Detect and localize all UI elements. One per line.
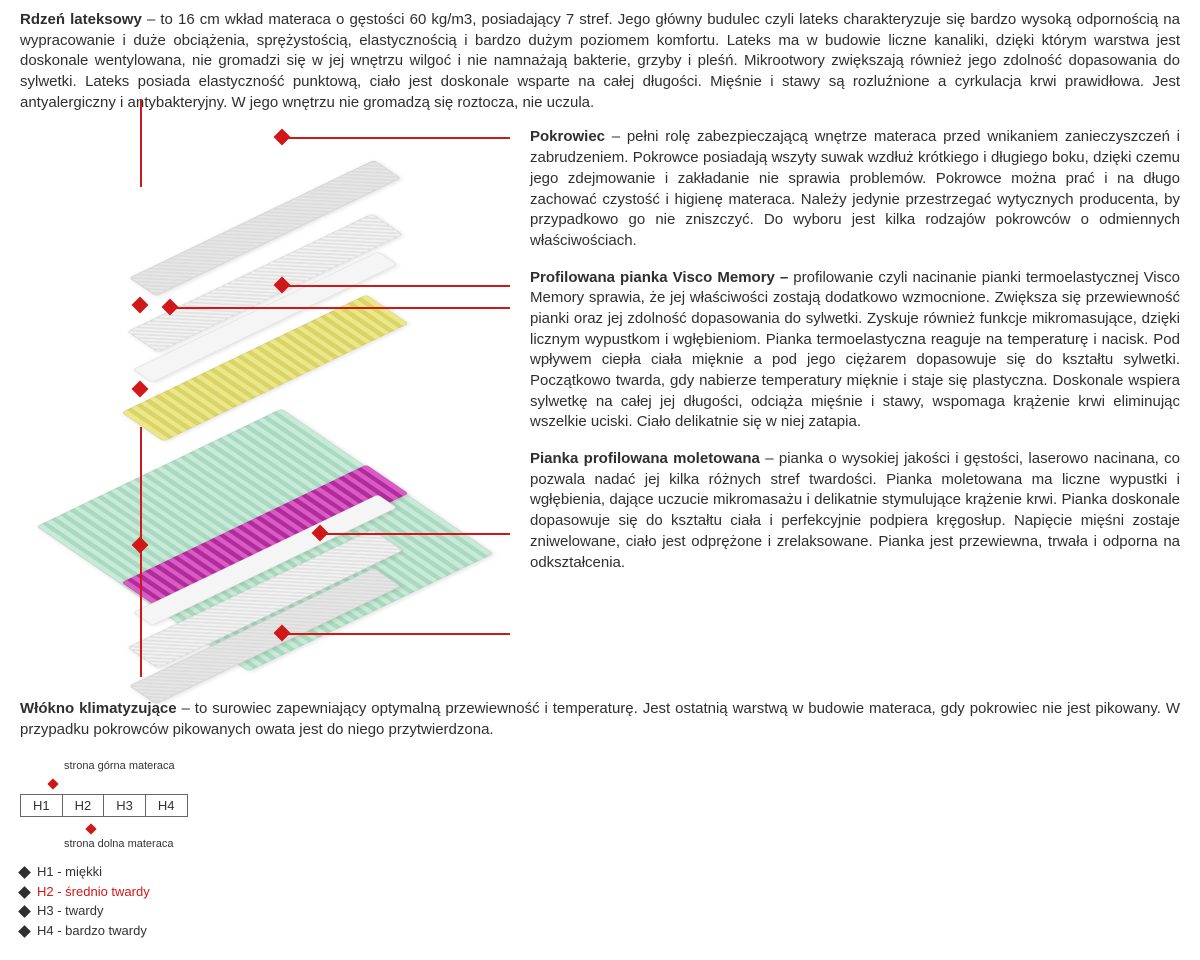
section-title: Pokrowiec [530,128,605,145]
legend-bottom-label: strona dolna materaca [64,837,1180,852]
callout-line [282,137,510,139]
callout-line [320,533,510,535]
section-visco-memory: Profilowana pianka Visco Memory – profil… [530,268,1180,434]
firmness-table: H1H2H3H4 [20,794,188,818]
sections-column: Pokrowiec – pełni rolę zabezpieczającą w… [530,127,1180,687]
middle-row: Pokrowiec – pełni rolę zabezpieczającą w… [20,127,1180,687]
section-pianka-moletowana: Pianka profilowana moletowana – pianka o… [530,449,1180,573]
callout-line [282,633,510,635]
firmness-cell: H4 [146,795,187,817]
diamond-bullet-icon [18,886,31,899]
diagram-column [20,127,510,687]
section-body: – pianka o wysokiej jakości i gęstości, … [530,450,1180,570]
diamond-bullet-icon [18,925,31,938]
legend-item-label: H4 - bardzo twardy [37,923,147,938]
section-body: – pełni rolę zabezpieczającą wnętrze mat… [530,128,1180,248]
legend-marker-icon [47,778,58,789]
legend-item: H1 - miękki [20,862,1180,882]
legend-item-label: H2 - średnio twardy [37,884,150,899]
section-title: Pianka profilowana moletowana [530,450,760,467]
section-body: profilowanie czyli nacinanie pianki term… [530,269,1180,431]
section-wlokno-klimatyzujace: Włókno klimatyzujące – to surowiec zapew… [20,699,1180,740]
section-title: Włókno klimatyzujące [20,700,177,717]
section-pokrowiec: Pokrowiec – pełni rolę zabezpieczającą w… [530,127,1180,251]
callout-line [170,307,510,309]
callout-line [282,285,510,287]
legend-item: H4 - bardzo twardy [20,921,1180,941]
firmness-cell: H2 [63,795,105,817]
legend-item-label: H3 - twardy [37,903,103,918]
section-body: – to 16 cm wkład materaca o gęstości 60 … [20,11,1180,111]
section-body: – to surowiec zapewniający optymalną prz… [20,700,1180,738]
firmness-legend: strona górna materaca H1H2H3H4 strona do… [20,759,1180,940]
diamond-bullet-icon [18,866,31,879]
legend-top-label: strona górna materaca [64,759,1180,774]
callout-diamond-icon [274,129,291,146]
firmness-cell: H1 [21,795,63,817]
legend-item-label: H1 - miękki [37,864,102,879]
legend-item: H2 - średnio twardy [20,882,1180,902]
mattress-diagram [20,127,510,687]
legend-marker-icon [85,824,96,835]
callout-line [140,99,142,187]
section-title: Rdzeń lateksowy [20,11,142,28]
layer-stack [30,167,500,667]
firmness-legend-list: H1 - miękki H2 - średnio twardy H3 - tward… [20,862,1180,940]
section-rdzen-lateksowy: Rdzeń lateksowy – to 16 cm wkład materac… [20,10,1180,113]
diamond-bullet-icon [18,905,31,918]
legend-item: H3 - twardy [20,901,1180,921]
firmness-cell: H3 [104,795,146,817]
section-title: Profilowana pianka Visco Memory – [530,269,788,286]
